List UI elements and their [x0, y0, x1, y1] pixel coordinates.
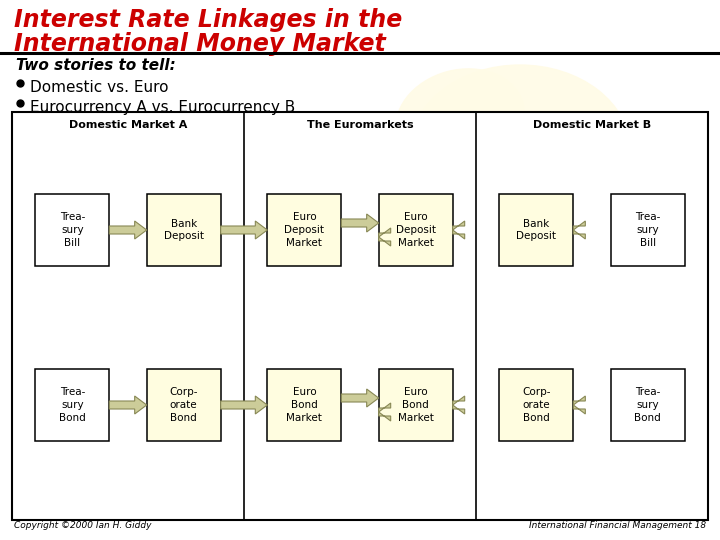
Polygon shape	[573, 396, 585, 414]
Bar	[35, 369, 109, 441]
Text: Corp-
orate
Bond: Corp- orate Bond	[169, 387, 198, 423]
Bar	[379, 194, 453, 266]
Text: Domestic vs. Euro: Domestic vs. Euro	[30, 80, 168, 95]
Polygon shape	[379, 403, 391, 421]
Text: Bank
Deposit: Bank Deposit	[516, 219, 557, 241]
Text: Corp-
orate
Bond: Corp- orate Bond	[522, 387, 551, 423]
Ellipse shape	[410, 65, 630, 235]
Text: The Euromarkets: The Euromarkets	[307, 120, 413, 130]
Bar	[500, 194, 573, 266]
Text: Euro
Deposit
Market: Euro Deposit Market	[284, 212, 324, 248]
Text: Trea-
sury
Bond: Trea- sury Bond	[59, 387, 86, 423]
Text: Euro
Bond
Market: Euro Bond Market	[397, 387, 433, 423]
Polygon shape	[341, 389, 379, 407]
Text: Bank
Deposit: Bank Deposit	[163, 219, 204, 241]
Text: Two stories to tell:: Two stories to tell:	[16, 58, 176, 73]
Bar	[500, 369, 573, 441]
Bar	[267, 194, 341, 266]
Text: Interest Rate Linkages in the: Interest Rate Linkages in the	[14, 8, 402, 32]
Polygon shape	[453, 396, 464, 414]
Bar	[147, 369, 220, 441]
Polygon shape	[109, 221, 147, 239]
Text: Domestic Market B: Domestic Market B	[533, 120, 651, 130]
Polygon shape	[109, 396, 147, 414]
Polygon shape	[573, 221, 585, 239]
Polygon shape	[341, 214, 379, 232]
Text: Euro
Deposit
Market: Euro Deposit Market	[396, 212, 436, 248]
Bar	[12, 112, 708, 520]
Polygon shape	[453, 221, 464, 239]
Text: International Money Market: International Money Market	[14, 32, 386, 56]
Text: Trea-
sury
Bond: Trea- sury Bond	[634, 387, 661, 423]
Bar	[379, 369, 453, 441]
Ellipse shape	[500, 230, 600, 310]
Text: Trea-
sury
Bill: Trea- sury Bill	[60, 212, 85, 248]
Polygon shape	[379, 228, 391, 246]
Bar	[611, 194, 685, 266]
Polygon shape	[220, 396, 267, 414]
Text: Domestic Market A: Domestic Market A	[69, 120, 187, 130]
Bar	[147, 194, 220, 266]
Bar	[35, 194, 109, 266]
Text: International Financial Management 18: International Financial Management 18	[529, 521, 706, 530]
Polygon shape	[220, 221, 267, 239]
Ellipse shape	[396, 69, 524, 171]
Bar	[267, 369, 341, 441]
Text: Trea-
sury
Bill: Trea- sury Bill	[635, 212, 660, 248]
Bar	[611, 369, 685, 441]
Text: Eurocurrency A vs. Eurocurrency B: Eurocurrency A vs. Eurocurrency B	[30, 100, 295, 115]
Text: Copyright ©2000 Ian H. Giddy: Copyright ©2000 Ian H. Giddy	[14, 521, 151, 530]
Text: Euro
Bond
Market: Euro Bond Market	[287, 387, 323, 423]
Ellipse shape	[500, 145, 660, 275]
